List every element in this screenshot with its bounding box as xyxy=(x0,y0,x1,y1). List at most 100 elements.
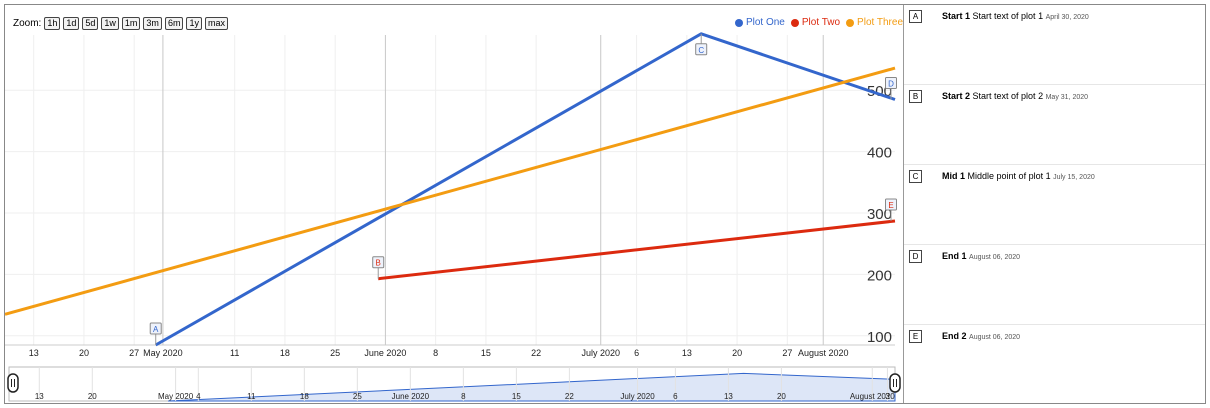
handle-grip xyxy=(889,373,901,393)
marker-letter: D xyxy=(888,79,894,88)
range-tick-label: June 2020 xyxy=(392,392,430,401)
annotation-row-a: A Start 1 Start text of plot 1 April 30,… xyxy=(904,5,1205,85)
annotation-title: End 1 xyxy=(942,251,967,261)
zoom-1d-button[interactable]: 1d xyxy=(63,17,80,30)
annotation-letter-d: D xyxy=(909,250,922,263)
annotation-title: End 2 xyxy=(942,331,967,341)
range-tick-label: 3 xyxy=(885,392,890,401)
chart-area: 100 200 300 400 500 13 20 27 May 2020 11 18 25 June … xyxy=(5,5,903,403)
marker-box xyxy=(372,256,385,269)
x-tick-label: 27 xyxy=(782,348,792,358)
annotation-body: Middle point of plot 1 xyxy=(967,171,1051,181)
zoom-1h-button[interactable]: 1h xyxy=(44,17,61,30)
annotation-text-b: Start 2 Start text of plot 2 May 31, 202… xyxy=(942,91,1088,101)
annotation-date: July 15, 2020 xyxy=(1053,174,1095,181)
x-tick-label: 20 xyxy=(79,348,89,358)
x-tick-label: 20 xyxy=(732,348,742,358)
zoom-5d-button[interactable]: 5d xyxy=(82,17,99,30)
legend-item-plot-one[interactable]: Plot One xyxy=(734,17,785,28)
legend-item-plot-two[interactable]: Plot Two xyxy=(790,17,841,28)
x-tick-label: 8 xyxy=(433,348,438,358)
range-selector-area xyxy=(167,372,896,402)
x-tick-label: August 2020 xyxy=(798,348,849,358)
x-tick-label: 6 xyxy=(634,348,639,358)
legend-dot-plot-one xyxy=(734,18,743,27)
panel-divider xyxy=(903,5,904,403)
annotation-letter-e: E xyxy=(909,330,922,343)
series-line-plot-two xyxy=(378,219,896,281)
range-handle-right[interactable] xyxy=(889,373,901,393)
marker-letter: B xyxy=(376,259,381,268)
range-tick-label: 8 xyxy=(461,392,466,401)
zoom-6m-button[interactable]: 6m xyxy=(164,17,184,30)
chart-marker-a: A xyxy=(149,322,162,345)
annotation-row-c: C Mid 1 Middle point of plot 1 July 15, … xyxy=(904,165,1205,245)
zoom-label: Zoom: xyxy=(13,18,42,29)
x-tick-label: 25 xyxy=(330,348,340,358)
x-tick-label: 11 xyxy=(230,348,239,358)
handle-grip xyxy=(7,373,19,393)
x-tick-label: 15 xyxy=(481,348,491,358)
range-tick-label: 22 xyxy=(565,392,574,401)
annotation-title: Start 2 xyxy=(942,91,971,101)
marker-box xyxy=(885,198,897,211)
annotation-row-e: E End 2 August 06, 2020 xyxy=(904,325,1205,405)
annotation-letter-c: C xyxy=(909,170,922,183)
zoom-3m-button[interactable]: 3m xyxy=(143,17,162,30)
annotation-date: August 06, 2020 xyxy=(969,254,1021,261)
x-tick-label: 22 xyxy=(531,348,541,358)
annotation-text-d: End 1 August 06, 2020 xyxy=(942,251,1020,261)
annotation-letter-a: A xyxy=(909,10,922,23)
legend-dot-plot-three xyxy=(846,18,855,27)
chart-marker-d: D xyxy=(885,76,897,100)
annotations-panel: A Start 1 Start text of plot 1 April 30,… xyxy=(904,5,1205,403)
y-tick-label: 400 xyxy=(867,145,892,162)
legend-label-plot-three: Plot Three xyxy=(857,17,903,28)
marker-letter: A xyxy=(153,325,159,334)
range-tick-label: August 2020 xyxy=(850,392,895,401)
annotation-text-a: Start 1 Start text of plot 1 April 30, 2… xyxy=(942,11,1089,21)
zoom-1y-button[interactable]: 1y xyxy=(186,17,202,30)
annotation-body: Start text of plot 2 xyxy=(972,91,1044,101)
annotation-letter-b: B xyxy=(909,90,922,103)
legend-dot-plot-two xyxy=(790,18,799,27)
zoom-1m-button[interactable]: 1m xyxy=(121,17,141,30)
zoom-max-button[interactable]: max xyxy=(204,17,228,30)
x-tick-label: July 2020 xyxy=(581,348,620,358)
annotation-date: May 31, 2020 xyxy=(1045,94,1089,101)
range-tick-label: July 2020 xyxy=(620,392,655,401)
annotation-text-c: Mid 1 Middle point of plot 1 July 15, 20… xyxy=(942,171,1095,181)
zoom-bar: Zoom: 1h 1d 5d 1w 1m 3m 6m 1y max xyxy=(13,17,228,30)
range-handle-left[interactable] xyxy=(7,373,19,393)
legend-item-plot-three[interactable]: Plot Three xyxy=(846,17,903,28)
range-tick-label: 13 xyxy=(724,392,733,401)
annotation-date: April 30, 2020 xyxy=(1045,14,1089,21)
annotation-title: Start 1 xyxy=(942,11,971,21)
annotation-date: August 06, 2020 xyxy=(969,334,1021,341)
legend-label-plot-two: Plot Two xyxy=(801,17,841,28)
zoom-1w-button[interactable]: 1w xyxy=(101,17,119,30)
x-tick-label: 18 xyxy=(280,348,290,358)
y-tick-label: 100 xyxy=(867,329,892,346)
x-tick-label: May 2020 xyxy=(143,348,183,358)
range-tick-label: 13 xyxy=(35,392,44,401)
chart-marker-e: E xyxy=(885,198,897,221)
range-tick-label: 20 xyxy=(777,392,786,401)
marker-letter: C xyxy=(698,46,704,55)
annotation-row-d: D End 1 August 06, 2020 xyxy=(904,245,1205,325)
chart-marker-c: C xyxy=(695,33,708,56)
range-tick-label: 18 xyxy=(300,392,309,401)
range-tick-label: 20 xyxy=(88,392,97,401)
series-line-plot-one xyxy=(154,32,896,347)
x-tick-label: 27 xyxy=(129,348,139,358)
marker-letter: E xyxy=(888,201,893,210)
range-tick-label: 6 xyxy=(673,392,678,401)
series-line-plot-three xyxy=(5,66,896,316)
x-tick-label: 13 xyxy=(682,348,692,358)
legend-label-plot-one: Plot One xyxy=(745,17,785,28)
chart-frame xyxy=(4,4,1206,404)
range-tick-label: 15 xyxy=(512,392,521,401)
x-tick-label: 13 xyxy=(29,348,39,358)
annotation-title: Mid 1 xyxy=(942,171,966,181)
